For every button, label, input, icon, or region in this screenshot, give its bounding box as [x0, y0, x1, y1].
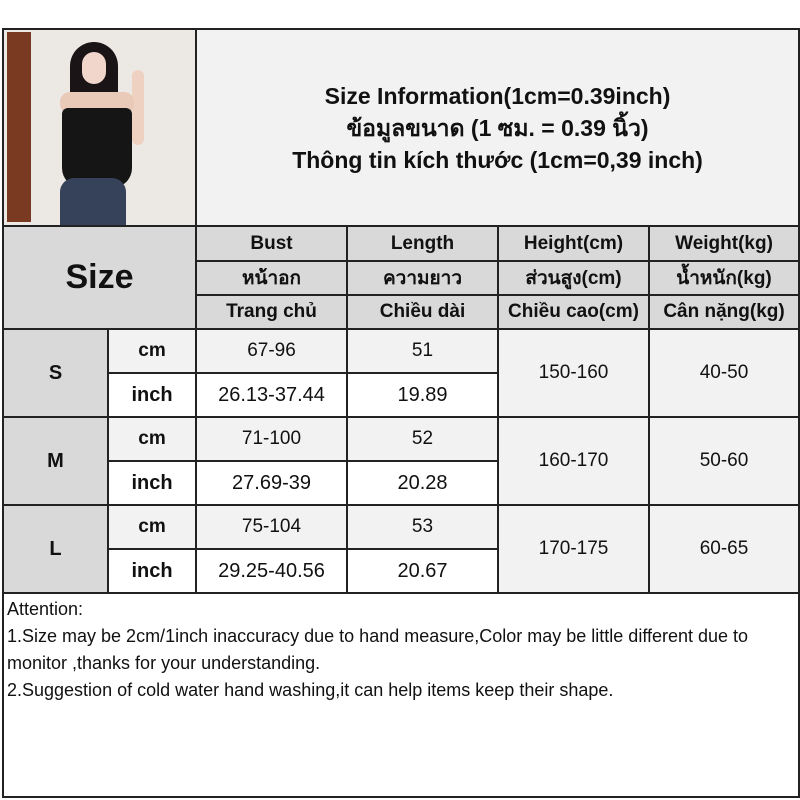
weight-range: 60-65 — [647, 504, 800, 594]
product-photo — [4, 30, 195, 225]
size-m: M — [2, 416, 109, 506]
attention-notes: Attention: 1.Size may be 2cm/1inch inacc… — [1, 592, 800, 798]
bust-inch: 29.25-40.56 — [195, 548, 348, 594]
unit-cm: cm — [107, 504, 197, 550]
bust-cm: 71-100 — [195, 416, 348, 462]
col-height-vi: Chiều cao(cm) — [497, 294, 650, 330]
length-cm: 53 — [346, 504, 499, 550]
bust-inch: 27.69-39 — [195, 460, 348, 506]
height-range: 160-170 — [497, 416, 650, 506]
unit-cm: cm — [107, 328, 197, 374]
col-height-en: Height(cm) — [497, 225, 650, 262]
col-weight-th: น้ำหนัก(kg) — [647, 260, 800, 296]
height-range: 150-160 — [497, 328, 650, 418]
size-header: Size — [2, 225, 197, 330]
length-cm: 51 — [346, 328, 499, 374]
col-weight-vi: Cân nặng(kg) — [647, 294, 800, 330]
attention-line-2: 2.Suggestion of cold water hand washing,… — [7, 680, 614, 700]
height-range: 170-175 — [497, 504, 650, 594]
unit-inch: inch — [107, 372, 197, 418]
bust-cm: 75-104 — [195, 504, 348, 550]
title-vi: Thông tin kích thước (1cm=0,39 inch) — [292, 146, 703, 173]
length-cm: 52 — [346, 416, 499, 462]
bust-cm: 67-96 — [195, 328, 348, 374]
col-length-vi: Chiều dài — [346, 294, 499, 330]
col-bust-vi: Trang chủ — [195, 294, 348, 330]
bust-inch: 26.13-37.44 — [195, 372, 348, 418]
col-bust-en: Bust — [195, 225, 348, 262]
unit-cm: cm — [107, 416, 197, 462]
col-weight-en: Weight(kg) — [647, 225, 800, 262]
size-s: S — [2, 328, 109, 418]
attention-heading: Attention: — [7, 599, 84, 619]
length-inch: 20.28 — [346, 460, 499, 506]
unit-inch: inch — [107, 460, 197, 506]
length-inch: 20.67 — [346, 548, 499, 594]
col-length-th: ความยาว — [346, 260, 499, 296]
length-inch: 19.89 — [346, 372, 499, 418]
col-bust-th: หน้าอก — [195, 260, 348, 296]
weight-range: 50-60 — [647, 416, 800, 506]
weight-range: 40-50 — [647, 328, 800, 418]
product-photo-cell — [2, 28, 197, 227]
col-height-th: ส่วนสูง(cm) — [497, 260, 650, 296]
title-th: ข้อมูลขนาด (1 ซม. = 0.39 นิ้ว) — [346, 114, 649, 141]
title-en: Size Information(1cm=0.39inch) — [324, 82, 671, 109]
attention-line-1: 1.Size may be 2cm/1inch inaccuracy due t… — [7, 626, 749, 673]
unit-inch: inch — [107, 548, 197, 594]
size-chart-table: Size Information(1cm=0.39inch) ข้อมูลขนา… — [1, 28, 800, 798]
size-l: L — [2, 504, 109, 594]
size-info-title: Size Information(1cm=0.39inch) ข้อมูลขนา… — [194, 28, 800, 227]
col-length-en: Length — [346, 225, 499, 262]
